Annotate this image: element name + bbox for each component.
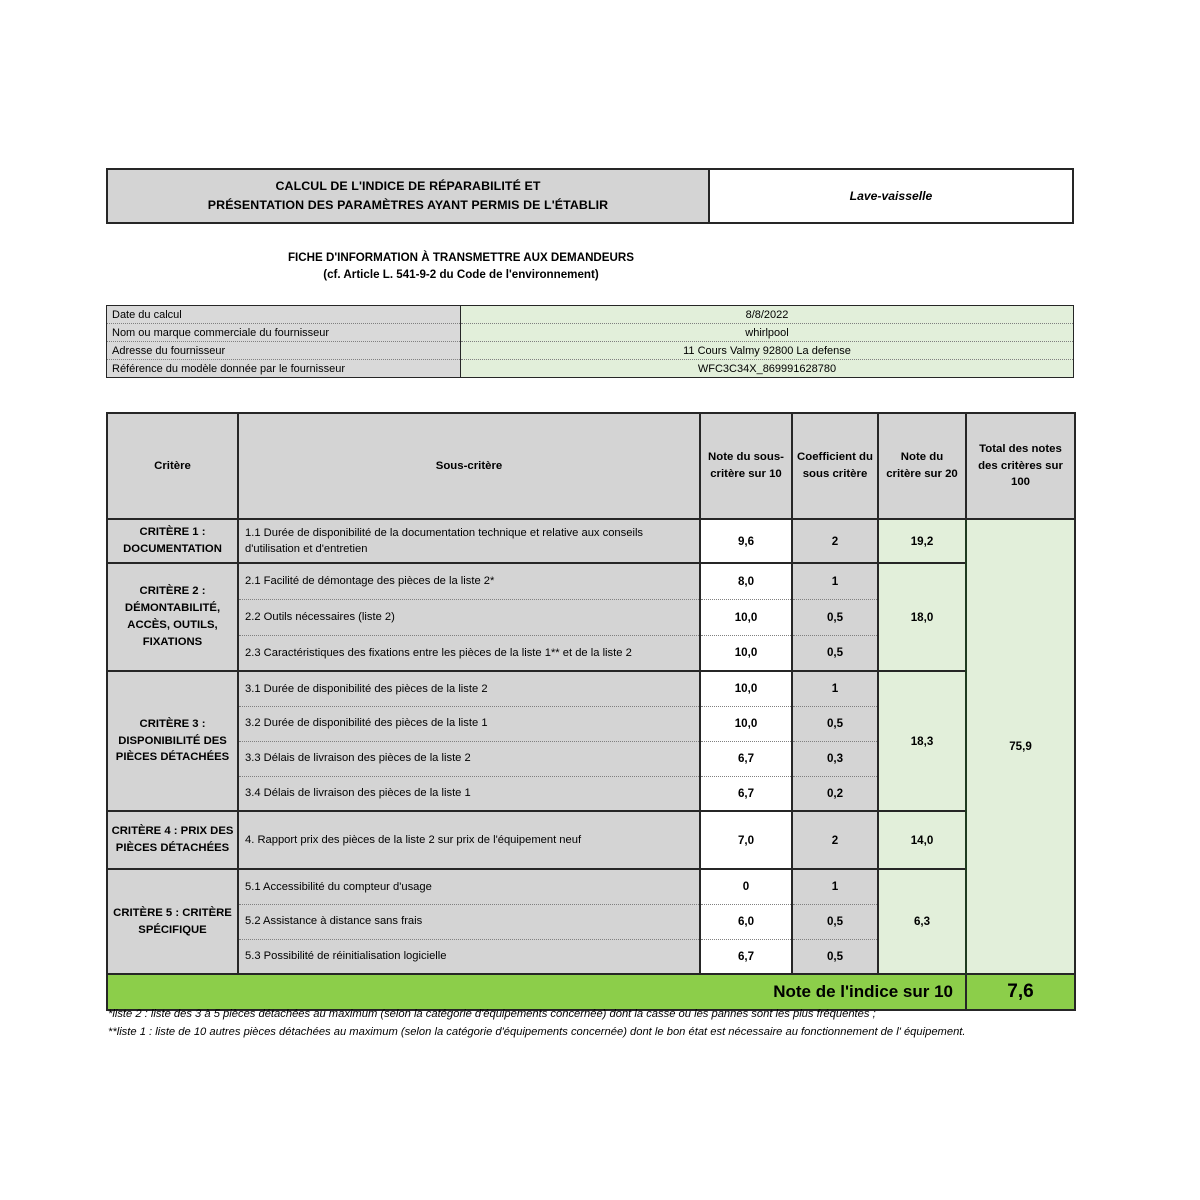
table-row: 3.3 Délais de livraison des pièces de la…	[107, 740, 1075, 776]
index-score-value: 7,6	[966, 973, 1075, 1010]
repairability-score-table: Critère Sous-critère Note du sous-critèr…	[106, 412, 1076, 1011]
subcriterion-note-5-1: 0	[700, 868, 793, 904]
subcriterion-note-1-1: 9,6	[700, 518, 793, 563]
info-label-address: Adresse du fournisseur	[106, 341, 461, 360]
table-row: CRITÈRE 3 : DISPONIBILITÉ DES PIÈCES DÉT…	[107, 670, 1075, 811]
subcriterion-label-3-4: 3.4 Délais de livraison des pièces de la…	[238, 775, 701, 811]
info-label-model: Référence du modèle donnée par le fourni…	[106, 359, 461, 378]
product-type-cell: Lave-vaisselle	[710, 170, 1072, 222]
subcriterion-label-2-2: 2.2 Outils nécessaires (liste 2)	[238, 598, 701, 635]
subcriterion-note-3-1: 10,0	[700, 670, 793, 706]
info-value-brand: whirlpool	[460, 323, 1074, 342]
info-row-brand: Nom ou marque commerciale du fournisseur…	[106, 323, 1074, 342]
criterion-name-5: CRITÈRE 5 : CRITÈRE SPÉCIFIQUE	[107, 868, 239, 974]
footnote-liste-1: **liste 1 : liste de 10 autres pièces dé…	[108, 1026, 966, 1039]
subcriterion-coef-1-1: 2	[792, 518, 879, 563]
info-row-date: Date du calcul 8/8/2022	[106, 305, 1074, 324]
criterion-name-1: CRITÈRE 1 : DOCUMENTATION	[107, 518, 239, 563]
index-score-row: Note de l'indice sur 10 7,6	[107, 973, 1075, 1010]
footnotes: *liste 2 : liste des 3 à 5 pièces détach…	[108, 1006, 1088, 1043]
index-score-label: Note de l'indice sur 10	[107, 973, 967, 1010]
criterion-note20-3: 18,3	[878, 670, 967, 811]
subcriterion-coef-5-1: 1	[792, 868, 879, 904]
table-row: 2.3 Caractéristiques des fixations entre…	[107, 634, 1075, 671]
header-criterion: Critère	[107, 413, 239, 520]
info-value-address: 11 Cours Valmy 92800 La defense	[460, 341, 1074, 360]
subcriterion-coef-4-1: 2	[792, 810, 879, 869]
subcriterion-note-3-4: 6,7	[700, 775, 793, 811]
subcriterion-label-2-3: 2.3 Caractéristiques des fixations entre…	[238, 634, 701, 671]
subcriterion-coef-2-2: 0,5	[792, 598, 879, 635]
subcriterion-coef-2-3: 0,5	[792, 634, 879, 671]
subcriterion-coef-2-1: 1	[792, 562, 879, 599]
subcriterion-coef-3-4: 0,2	[792, 775, 879, 811]
table-row: 3.4 Délais de livraison des pièces de la…	[107, 775, 1075, 811]
header-subcriterion: Sous-critère	[238, 413, 701, 520]
info-value-date: 8/8/2022	[460, 305, 1074, 324]
criterion-name-3: CRITÈRE 3 : DISPONIBILITÉ DES PIÈCES DÉT…	[107, 670, 239, 811]
header-note-sub-10: Note du sous-critère sur 10	[700, 413, 793, 520]
subcriterion-label-3-2: 3.2 Durée de disponibilité des pièces de…	[238, 705, 701, 741]
subcriterion-label-1-1: 1.1 Durée de disponibilité de la documen…	[238, 518, 701, 563]
subcriterion-coef-5-2: 0,5	[792, 903, 879, 939]
subtitle-line2: (cf. Article L. 541-9-2 du Code de l'env…	[323, 267, 599, 281]
subcriterion-note-5-3: 6,7	[700, 938, 793, 974]
subcriterion-note-2-1: 8,0	[700, 562, 793, 599]
subcriterion-label-3-3: 3.3 Délais de livraison des pièces de la…	[238, 740, 701, 776]
table-row: CRITÈRE 4 : PRIX DES PIÈCES DÉTACHÉES 4.…	[107, 810, 1075, 869]
subcriterion-coef-3-2: 0,5	[792, 705, 879, 741]
subtitle-line1: FICHE D'INFORMATION À TRANSMETTRE AUX DE…	[287, 251, 635, 264]
subcriterion-note-3-3: 6,7	[700, 740, 793, 776]
subcriterion-note-5-2: 6,0	[700, 903, 793, 939]
document-title-line1: CALCUL DE L'INDICE DE RÉPARABILITÉ ET	[275, 178, 541, 193]
subcriterion-note-2-2: 10,0	[700, 598, 793, 635]
title-banner: CALCUL DE L'INDICE DE RÉPARABILITÉ ET PR…	[106, 168, 1074, 224]
subcriterion-note-3-2: 10,0	[700, 705, 793, 741]
table-row: 3.2 Durée de disponibilité des pièces de…	[107, 705, 1075, 741]
table-row: 5.2 Assistance à distance sans frais 6,0…	[107, 903, 1075, 939]
subcriterion-note-2-3: 10,0	[700, 634, 793, 671]
criterion-name-2: CRITÈRE 2 : DÉMONTABILITÉ, ACCÈS, OUTILS…	[107, 562, 239, 671]
table-row: 5.3 Possibilité de réinitialisation logi…	[107, 938, 1075, 974]
subcriterion-label-5-1: 5.1 Accessibilité du compteur d'usage	[238, 868, 701, 904]
table-header-row: Critère Sous-critère Note du sous-critèr…	[107, 413, 1075, 520]
subcriterion-coef-5-3: 0,5	[792, 938, 879, 974]
table-row: 2.2 Outils nécessaires (liste 2) 10,0 0,…	[107, 598, 1075, 635]
header-total-100: Total des notes des critères sur 100	[966, 413, 1075, 520]
subcriterion-label-5-2: 5.2 Assistance à distance sans frais	[238, 903, 701, 939]
total-notes-sur-100: 75,9	[966, 518, 1075, 974]
info-label-date: Date du calcul	[106, 305, 461, 324]
table-row: CRITÈRE 2 : DÉMONTABILITÉ, ACCÈS, OUTILS…	[107, 562, 1075, 671]
subcriterion-note-4-1: 7,0	[700, 810, 793, 869]
info-row-model: Référence du modèle donnée par le fourni…	[106, 359, 1074, 378]
header-coefficient: Coefficient du sous critère	[792, 413, 879, 520]
table-row: CRITÈRE 1 : DOCUMENTATION 1.1 Durée de d…	[107, 518, 1075, 974]
header-note-crit-20: Note du critère sur 20	[878, 413, 967, 520]
subcriterion-label-2-1: 2.1 Facilité de démontage des pièces de …	[238, 562, 701, 599]
subcriterion-coef-3-1: 1	[792, 670, 879, 706]
criterion-name-4: CRITÈRE 4 : PRIX DES PIÈCES DÉTACHÉES	[107, 810, 239, 869]
table-row: CRITÈRE 5 : CRITÈRE SPÉCIFIQUE 5.1 Acces…	[107, 868, 1075, 974]
criterion-note20-4: 14,0	[878, 810, 967, 869]
subcriterion-label-3-1: 3.1 Durée de disponibilité des pièces de…	[238, 670, 701, 706]
info-label-brand: Nom ou marque commerciale du fournisseur	[106, 323, 461, 342]
criterion-note20-2: 18,0	[878, 562, 967, 671]
subcriterion-coef-3-3: 0,3	[792, 740, 879, 776]
document-subtitle: FICHE D'INFORMATION À TRANSMETTRE AUX DE…	[106, 250, 816, 284]
subcriterion-label-4-1: 4. Rapport prix des pièces de la liste 2…	[238, 810, 701, 869]
criterion-note20-5: 6,3	[878, 868, 967, 974]
info-value-model: WFC3C34X_869991628780	[460, 359, 1074, 378]
info-row-address: Adresse du fournisseur 11 Cours Valmy 92…	[106, 341, 1074, 360]
footnote-liste-2: *liste 2 : liste des 3 à 5 pièces détach…	[108, 1008, 876, 1020]
document-title: CALCUL DE L'INDICE DE RÉPARABILITÉ ET PR…	[108, 170, 710, 222]
criterion-note20-1: 19,2	[878, 518, 967, 563]
subcriterion-label-5-3: 5.3 Possibilité de réinitialisation logi…	[238, 938, 701, 974]
supplier-info-table: Date du calcul 8/8/2022 Nom ou marque co…	[106, 305, 1074, 378]
document-title-line2: PRÉSENTATION DES PARAMÈTRES AYANT PERMIS…	[207, 198, 609, 212]
